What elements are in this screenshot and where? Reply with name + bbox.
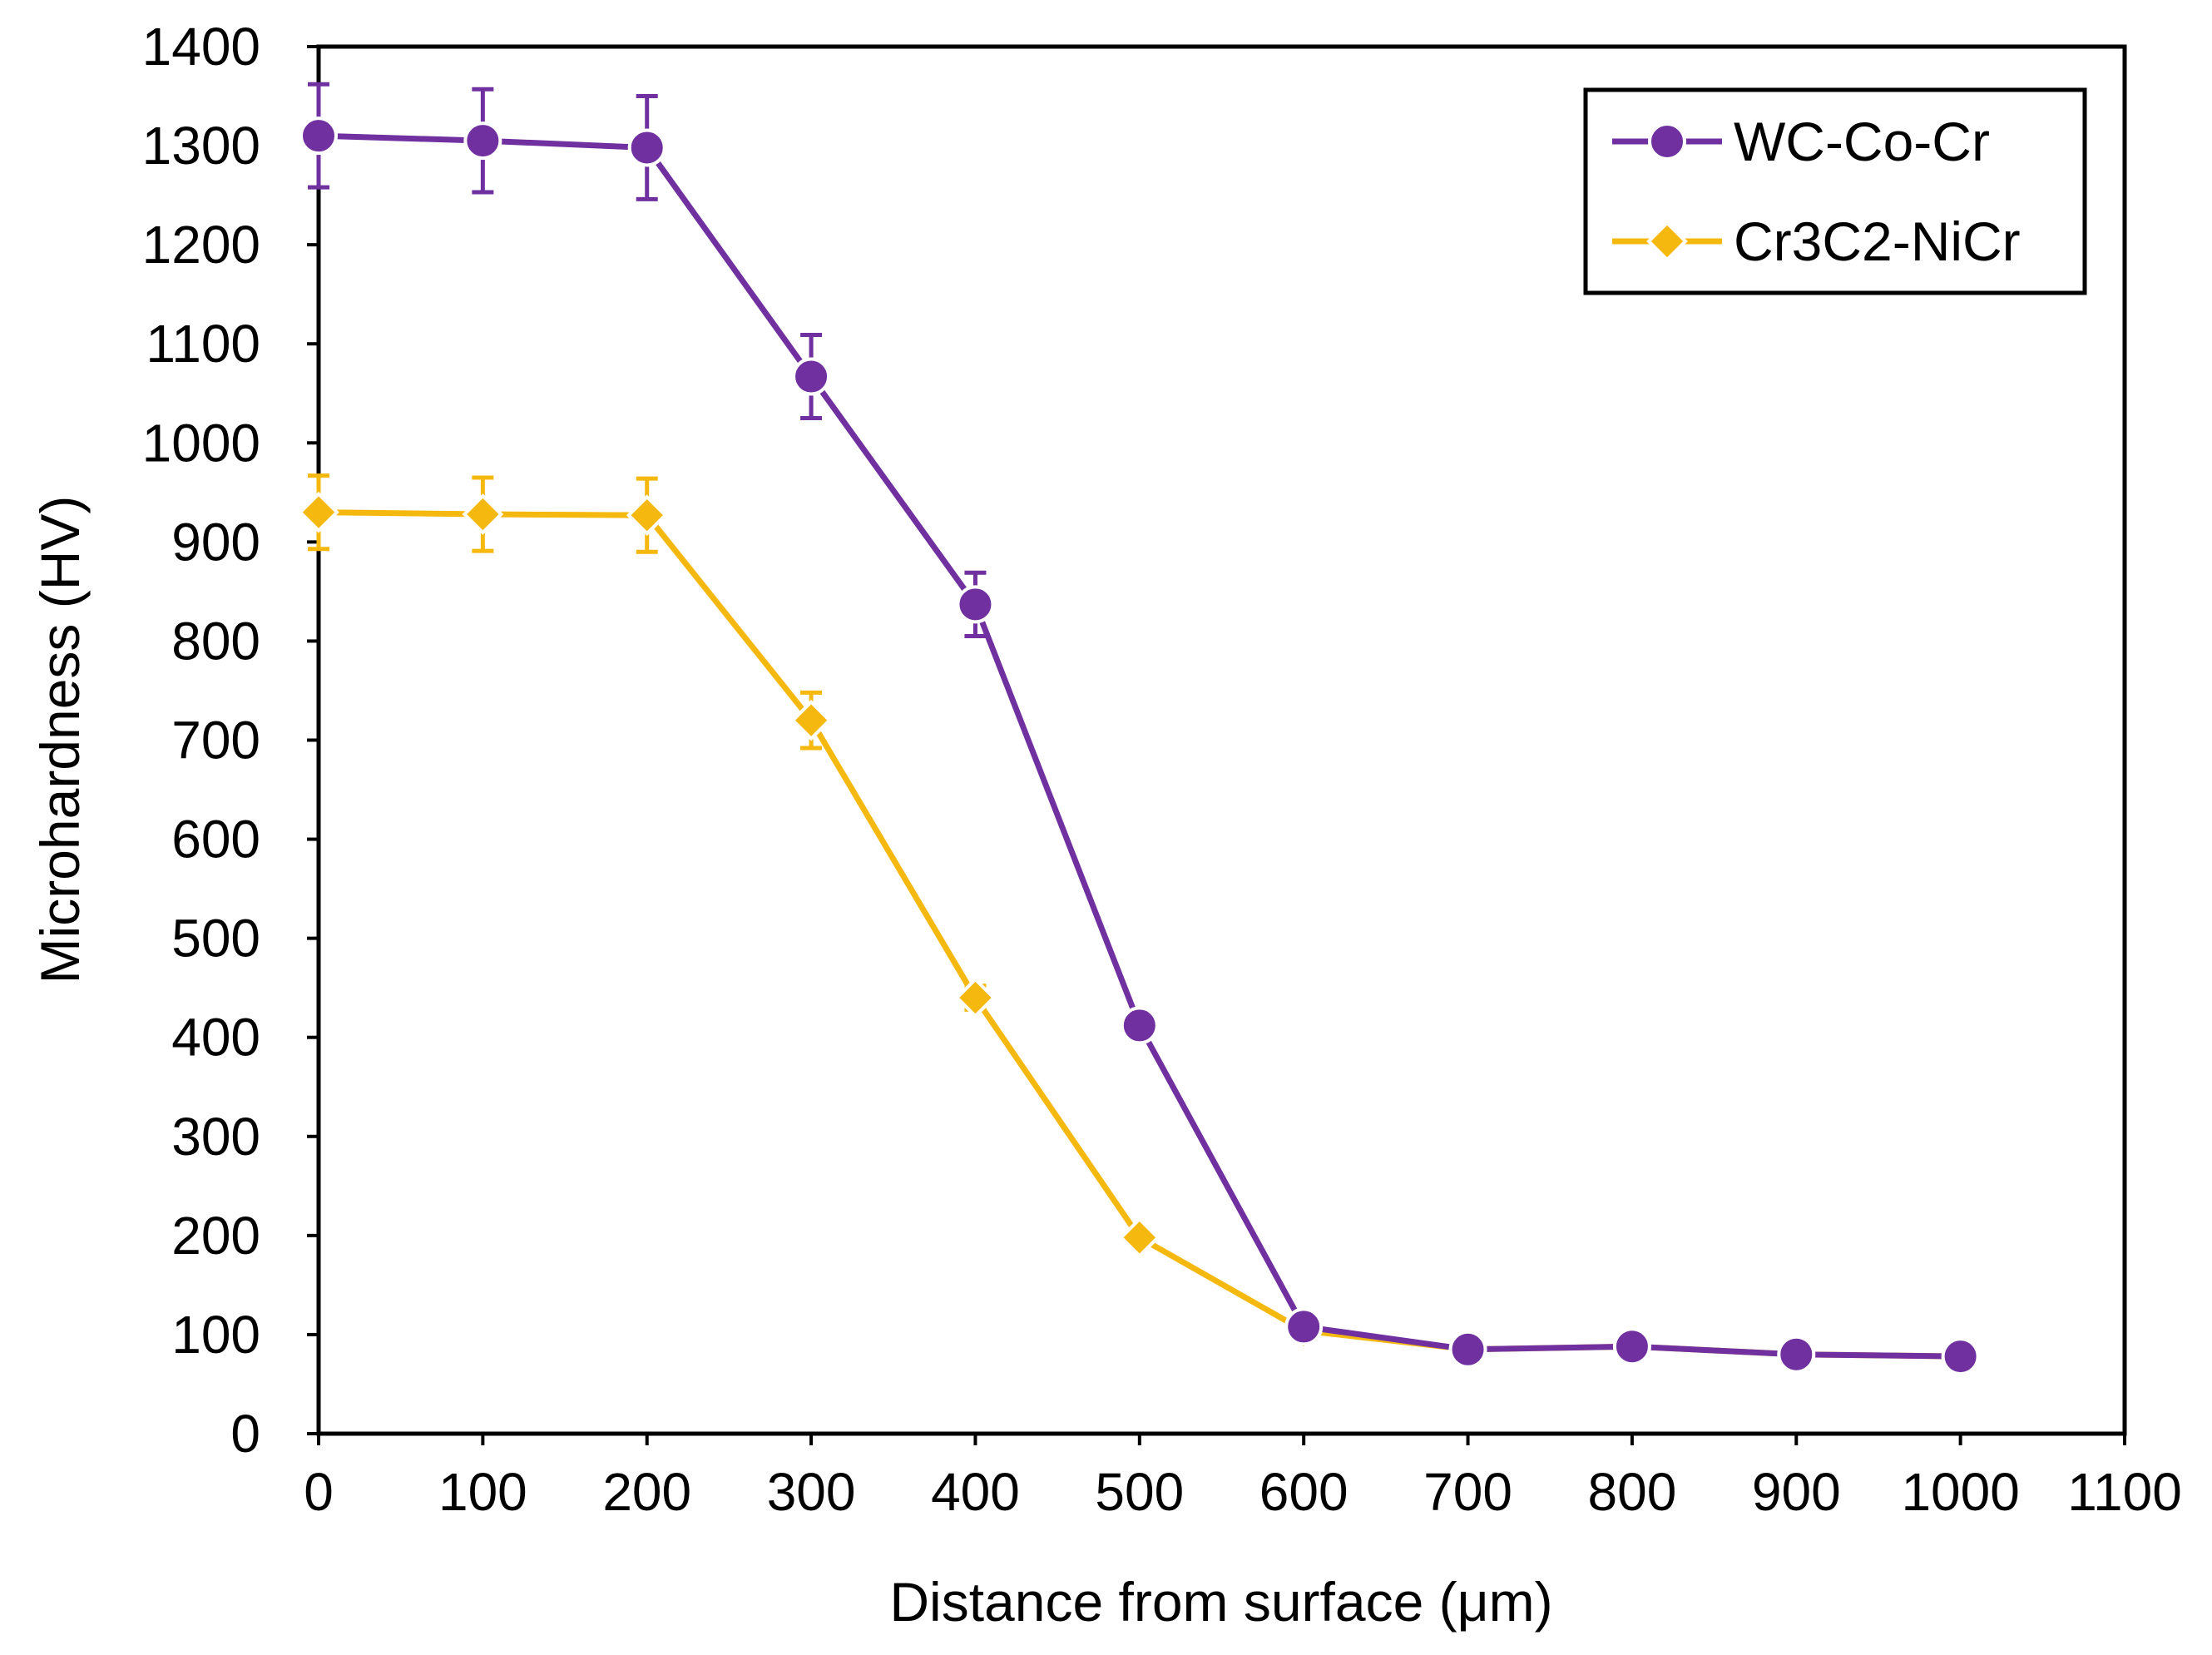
x-tick-label: 800 [1588,1462,1677,1522]
data-point [626,494,668,537]
legend-entries: WC-Co-Cr Cr3C2-NiCr [1612,111,2021,272]
y-tick-label: 1000 [142,413,260,473]
y-tick-label: 100 [171,1305,260,1365]
data-point [1118,1216,1160,1259]
data-point [792,357,831,396]
x-axis-ticks: 0 100 200 300 400 500 600 700 800 900 1000 1100 [304,1434,2182,1522]
series-layer [298,82,1982,1377]
x-tick-label: 600 [1259,1462,1348,1522]
data-point [627,128,666,167]
series-wc-co-cr [299,82,1980,1376]
y-tick-label: 0 [230,1404,260,1464]
data-point [954,977,997,1018]
data-point [463,121,502,161]
data-point [1777,1335,1816,1374]
legend: WC-Co-Cr Cr3C2-NiCr [1583,87,2087,295]
y-axis-ticks: 0 100 200 300 400 500 600 700 800 900 1000 1100 1200… [142,17,319,1464]
data-point [1120,1006,1159,1045]
y-tick-label: 600 [171,810,260,870]
x-tick-label: 200 [602,1462,691,1522]
data-point [956,585,995,624]
y-tick-label: 1200 [142,215,260,275]
legend-label: Cr3C2-NiCr [1734,211,2021,272]
y-tick-label: 400 [171,1008,260,1068]
y-tick-label: 1400 [142,17,260,77]
x-tick-label: 700 [1423,1462,1512,1522]
x-tick-label: 100 [438,1462,527,1522]
y-tick-label: 800 [171,611,260,671]
x-tick-label: 300 [767,1462,856,1522]
x-tick-label: 0 [304,1462,334,1522]
legend-marker [1646,221,1688,262]
x-tick-label: 900 [1752,1462,1841,1522]
y-tick-label: 1100 [146,314,260,374]
x-tick-label: 400 [931,1462,1020,1522]
y-tick-label: 900 [171,512,260,572]
data-point [462,493,504,535]
data-point [1941,1337,1980,1376]
data-point [1448,1330,1487,1369]
data-point [790,699,832,741]
legend-label: WC-Co-Cr [1734,111,1990,172]
y-tick-label: 300 [171,1107,260,1167]
x-tick-label: 1100 [2067,1462,2182,1522]
y-tick-label: 500 [171,909,260,969]
legend-entry: WC-Co-Cr [1612,111,1990,172]
y-tick-label: 700 [171,711,260,771]
data-point [298,491,339,533]
x-axis-title: Distance from surface (μm) [889,1571,1552,1633]
data-point [1612,1327,1651,1366]
legend-entry: Cr3C2-NiCr [1612,211,2021,272]
y-axis-title: Microhardness (HV) [29,496,91,984]
x-tick-label: 1000 [1901,1462,2019,1522]
data-point [1284,1307,1324,1346]
data-point [299,116,338,156]
y-tick-label: 200 [171,1206,260,1266]
legend-marker [1648,122,1686,161]
x-tick-label: 500 [1095,1462,1184,1522]
y-tick-label: 1300 [142,116,260,176]
